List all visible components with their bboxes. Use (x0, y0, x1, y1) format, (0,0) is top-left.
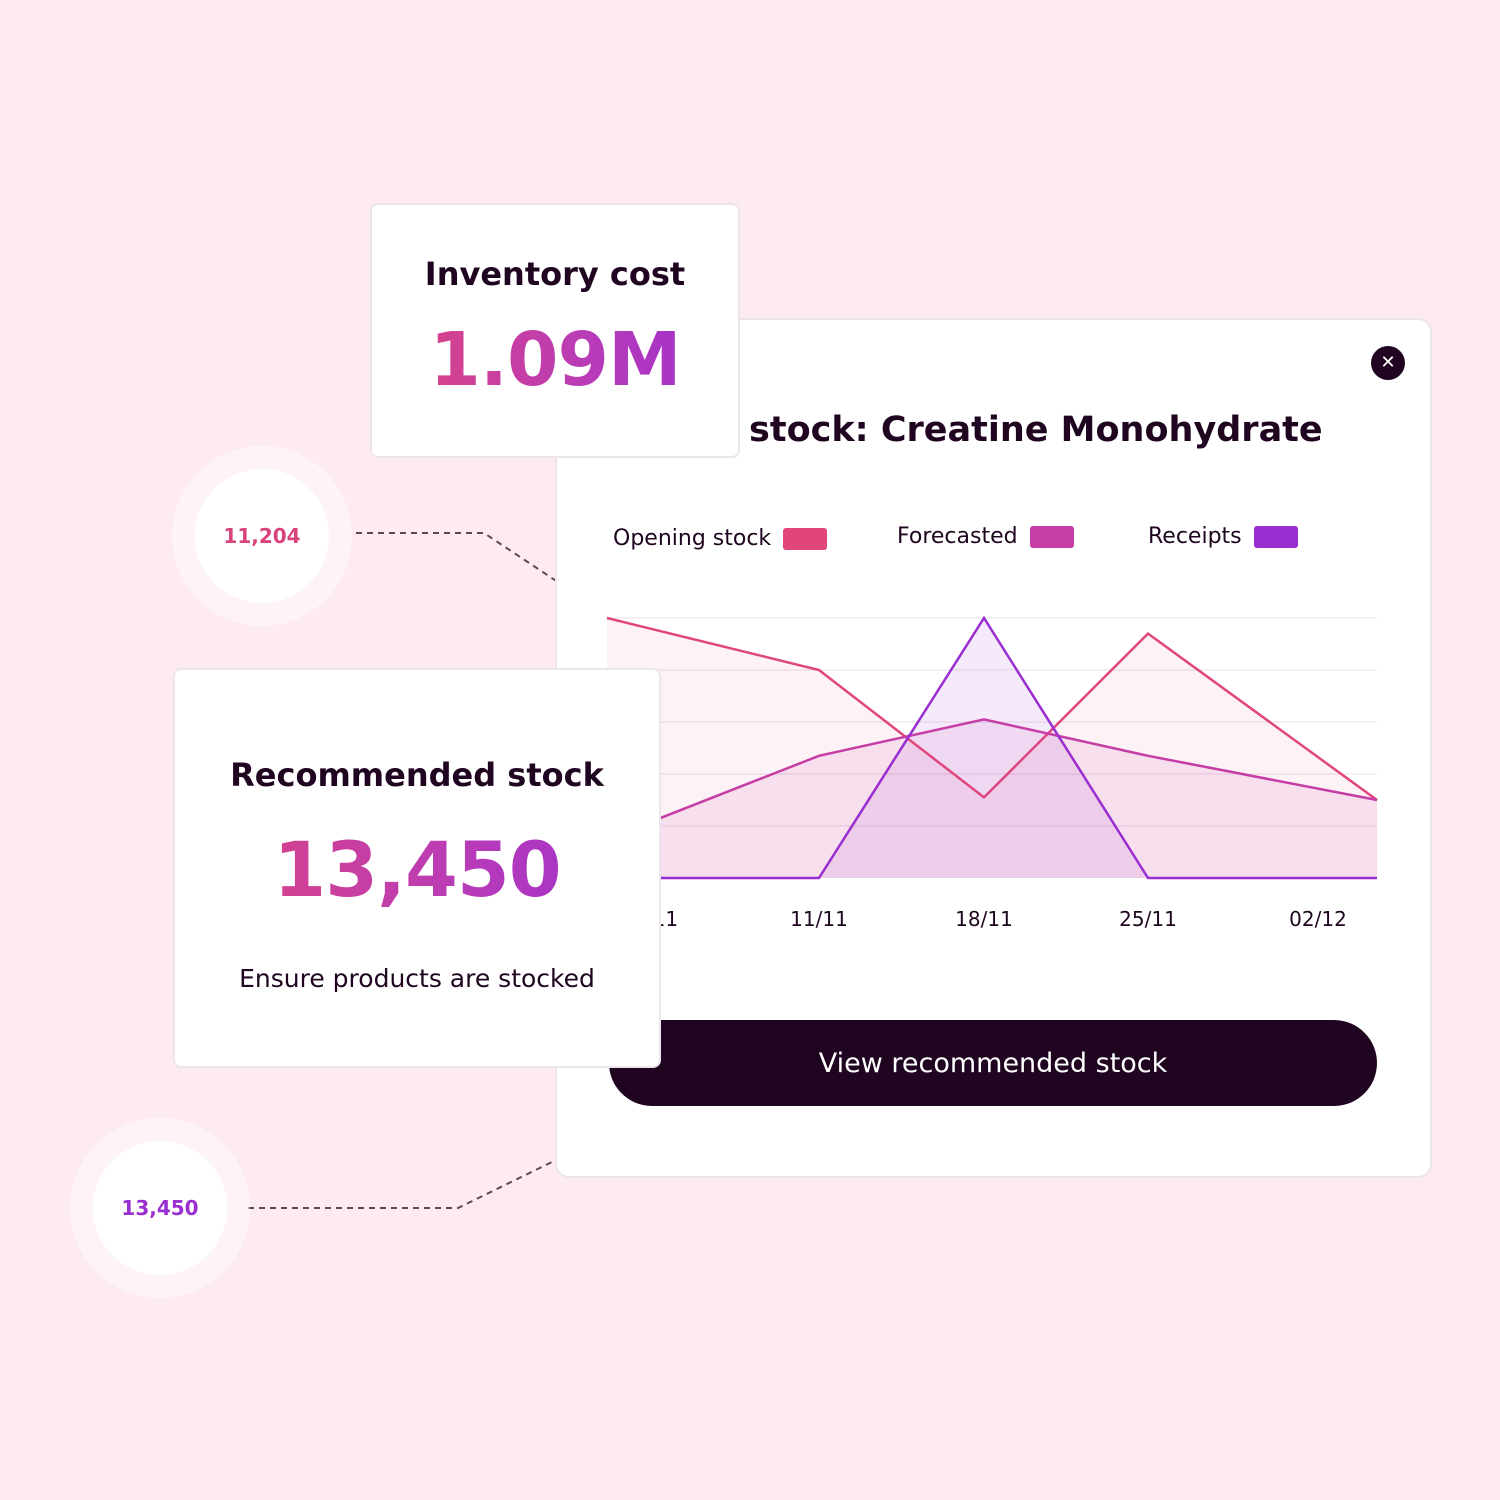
recommended-stock-card: Recommended stock 13,450 Ensure products… (173, 668, 661, 1068)
legend-label: Forecasted (897, 524, 1018, 549)
legend-swatch (1253, 525, 1298, 548)
series-line-forecasted (606, 718, 1378, 841)
stock-panel: ✕ stock: Creatine Monohydrate Opening st… (555, 318, 1432, 1178)
panel-title: stock: Creatine Monohydrate (749, 410, 1323, 450)
legend-swatch (783, 527, 828, 550)
recommended-stock-value: 13,450 (175, 825, 659, 914)
series-line-opening-stock (606, 616, 1378, 802)
recommended-stock-subtitle: Ensure products are stocked (239, 964, 595, 993)
legend-opening-stock: Opening stock (613, 526, 828, 551)
inventory-cost-card: Inventory cost 1.09M (370, 203, 740, 458)
view-recommended-stock-button[interactable]: View recommended stock (609, 1020, 1377, 1106)
x-tick-label: 25/11 (1119, 907, 1177, 931)
inventory-cost-value: 1.09M (372, 317, 738, 403)
recommended-stock-bubble: 13,450 (70, 1118, 250, 1298)
legend-forecasted: Forecasted (897, 524, 1074, 549)
stock-chart: /11 11/11 18/11 25/11 02/12 (606, 615, 1378, 931)
x-tick-label: 18/11 (955, 907, 1013, 931)
inventory-cost-label: Inventory cost (424, 255, 686, 293)
legend-receipts: Receipts (1148, 524, 1298, 549)
opening-stock-bubble: 11,204 (172, 446, 352, 626)
legend-label: Receipts (1148, 524, 1242, 549)
close-icon[interactable]: ✕ (1371, 346, 1405, 380)
series-area-receipts (607, 618, 1377, 878)
series-area-opening-stock (607, 618, 1377, 878)
recommended-stock-label: Recommended stock (230, 756, 604, 794)
series-line-receipts (607, 615, 1377, 880)
x-tick-label: 02/12 (1289, 907, 1347, 931)
bubble-value: 13,450 (93, 1141, 227, 1275)
bubble-value: 11,204 (195, 469, 329, 603)
series-area-forecasted (607, 719, 1377, 878)
legend-swatch (1029, 525, 1074, 548)
x-tick-label: 11/11 (790, 907, 848, 931)
legend-label: Opening stock (613, 526, 772, 551)
